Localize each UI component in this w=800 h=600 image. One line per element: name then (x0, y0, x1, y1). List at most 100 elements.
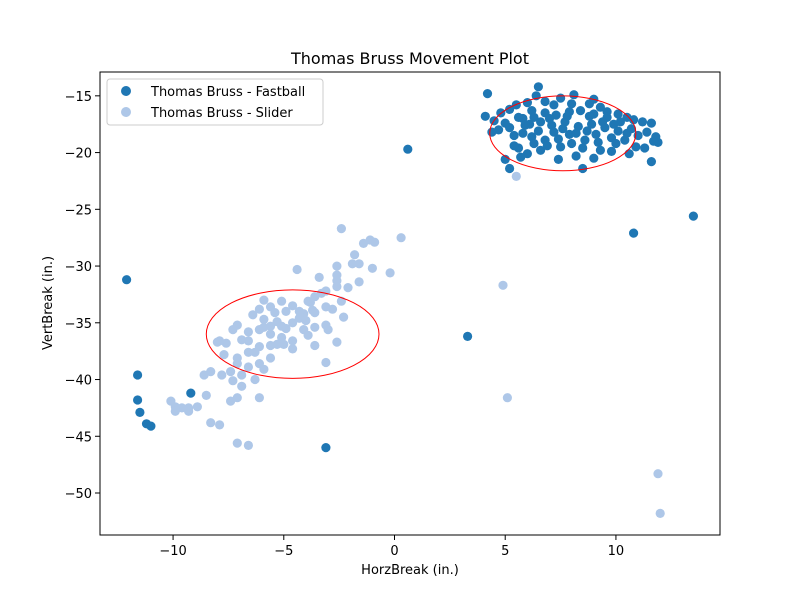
slider-point (219, 350, 229, 360)
fastball-point (553, 154, 564, 164)
slider-point (215, 420, 225, 430)
slider-point (254, 304, 264, 314)
fastball-point (582, 126, 592, 136)
y-axis-label: VertBreak (in.) (41, 256, 56, 350)
slider-point (354, 277, 364, 287)
slider-point (265, 329, 276, 339)
slider-point (243, 362, 253, 372)
fastball-point (500, 118, 510, 128)
fastball-point (688, 211, 699, 221)
fastball-point (624, 149, 634, 159)
fastball-point (613, 126, 623, 136)
slider-point (217, 370, 227, 380)
slider-point (350, 250, 360, 260)
fastball-point (509, 130, 519, 141)
fastball-point (587, 119, 597, 129)
slider-point (370, 237, 380, 247)
fastball-point (520, 120, 530, 130)
fastball-point (575, 106, 586, 116)
slider-point (228, 325, 238, 335)
slider-point (332, 281, 342, 292)
slider-point (339, 312, 349, 322)
slider-point (237, 381, 247, 391)
fastball-point (558, 124, 568, 134)
x-tick-label: 5 (501, 544, 509, 559)
fastball-point (569, 90, 579, 100)
slider-point (292, 264, 302, 275)
fastball-point (509, 141, 519, 151)
legend: Thomas Bruss - Fastball Thomas Bruss - S… (106, 78, 324, 126)
y-tick-label: −30 (65, 260, 92, 275)
slider-point (254, 393, 264, 403)
y-tick-label: −35 (65, 317, 92, 332)
slider-point (272, 317, 282, 327)
fastball-point (631, 142, 641, 152)
y-axis-ticks: −50 −45 −40 −35 −30 −25 −20 −15 (65, 90, 100, 502)
fastball-point (584, 111, 595, 121)
slider-point (206, 418, 216, 428)
x-tick-label: −10 (159, 544, 186, 559)
x-tick-label: −5 (274, 544, 293, 559)
y-tick-label: −40 (65, 374, 92, 389)
x-axis-ticks: −10 −5 0 5 10 (159, 535, 624, 559)
slider-point (305, 297, 315, 307)
legend-label-fastball: Thomas Bruss - Fastball (150, 85, 305, 100)
fastball-point (544, 113, 555, 124)
y-tick-label: −15 (65, 90, 92, 105)
ellipse-layer (205, 95, 637, 379)
slider-point (385, 268, 395, 278)
legend-marker-slider (121, 107, 131, 117)
slider-point (243, 327, 253, 337)
fastball-point (556, 142, 566, 152)
fastball-point (529, 112, 539, 122)
fastball-point (629, 228, 639, 238)
chart-title: Thomas Bruss Movement Plot (290, 49, 529, 68)
slider-point (250, 347, 260, 357)
fastball-point (522, 98, 533, 108)
slider-point (343, 283, 353, 293)
slider-point (248, 310, 258, 320)
slider-point (272, 339, 282, 349)
slider-point (237, 335, 247, 345)
slider-point (511, 171, 521, 181)
slider-point (354, 259, 364, 269)
y-tick-label: −50 (65, 487, 92, 502)
fastball-point (642, 127, 652, 137)
legend-label-slider: Thomas Bruss - Slider (150, 106, 293, 121)
slider-point (323, 325, 333, 335)
fastball-point (321, 443, 331, 453)
fastball-point (549, 127, 559, 137)
slider-point (270, 308, 280, 318)
slider-point (303, 330, 313, 340)
fastball-point (578, 143, 588, 153)
slider-ellipse (205, 289, 380, 379)
fastball-point (571, 151, 581, 161)
x-tick-label: 10 (608, 544, 625, 559)
slider-point (166, 396, 176, 406)
slider-point (498, 280, 508, 290)
slider-point (243, 440, 253, 450)
slider-point (250, 374, 260, 385)
y-tick-label: −45 (65, 430, 92, 445)
slider-point (232, 353, 242, 363)
slider-point (199, 370, 209, 380)
slider-point (243, 347, 253, 357)
slider-point (281, 323, 291, 334)
slider-point (201, 390, 211, 400)
slider-point (259, 314, 269, 324)
fastball-point (133, 370, 143, 380)
fastball-point (606, 146, 617, 156)
slider-point (237, 370, 247, 380)
slider-point (277, 332, 287, 343)
fastball-point (609, 119, 619, 129)
legend-box (106, 78, 324, 126)
fastball-point (571, 128, 581, 138)
fastball-point (500, 154, 510, 164)
slider-point (226, 396, 236, 406)
slider-point (653, 469, 663, 479)
fastball-point (589, 153, 599, 163)
fastball-ellipse (489, 95, 637, 172)
fastball-point (595, 145, 606, 155)
series-fastball (122, 82, 699, 453)
